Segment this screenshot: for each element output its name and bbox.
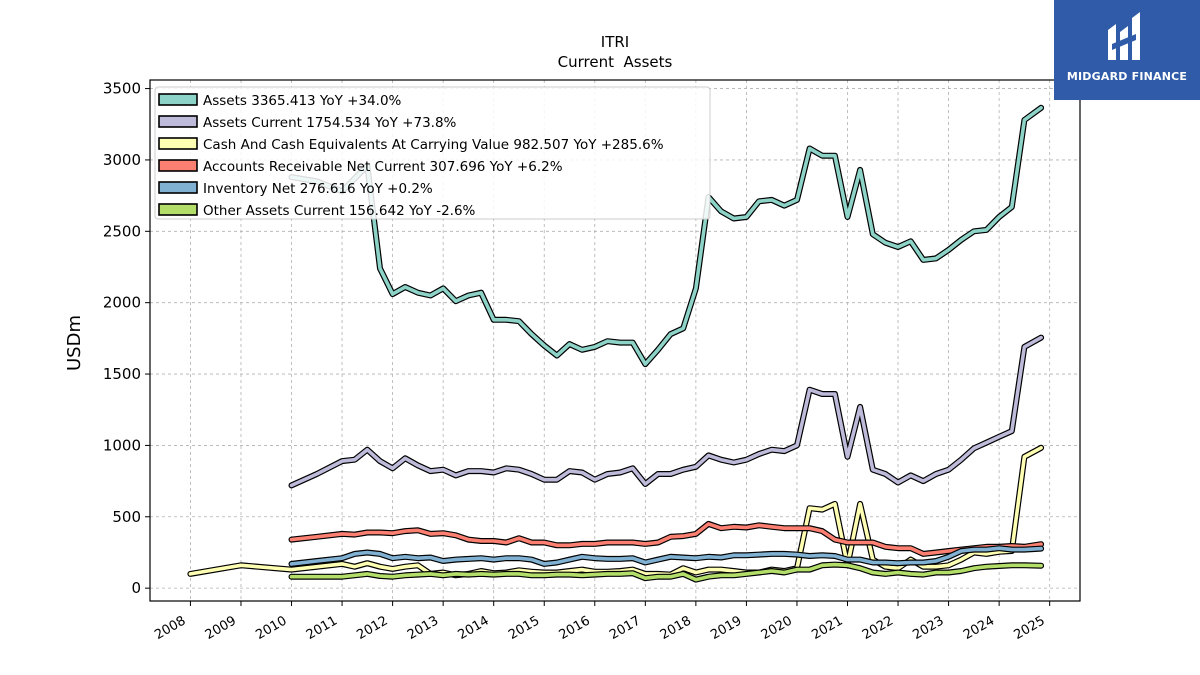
legend-label: Accounts Receivable Net Current 307.696 … [203,159,563,175]
series-assets-current [288,334,1045,489]
y-tick-label: 3500 [103,80,141,98]
series-assets [288,104,1045,368]
logo-brand-text: MIDGARD FINANCE [1066,70,1188,83]
series-line [289,335,1043,488]
y-tick-label: 2000 [103,294,141,312]
legend-swatch [158,203,198,216]
legend-label: Other Assets Current 156.642 YoY -2.6% [203,203,476,219]
legend-box [154,86,711,220]
legend-label: Assets Current 1754.534 YoY +73.8% [203,115,457,131]
y-tick-label: 1500 [103,365,141,383]
series-accounts-receivable-net-current [288,520,1045,557]
series-line [289,546,1043,566]
y-axis-label: USDm [64,315,85,371]
y-tick-label: 1000 [103,436,141,454]
midgard-logo-icon [1108,12,1140,60]
legend-swatch [158,159,198,172]
y-tick-label: 2500 [103,222,141,240]
series-line [289,562,1043,582]
chart-title: ITRI [601,33,629,51]
series-layer [187,104,1045,583]
y-axis: 0 500 1000 1500 2000 2500 3000 3500 [103,80,150,597]
y-tick-label: 0 [131,579,141,597]
legend-label: Cash And Cash Equivalents At Carrying Va… [203,137,664,153]
legend-label: Inventory Net 276.616 YoY +0.2% [203,181,433,197]
legend: Assets 3365.413 YoY +34.0% Assets Current… [154,86,711,220]
legend-swatch [158,181,198,194]
midgard-finance-logo: MIDGARD FINANCE [1054,0,1200,100]
legend-entry: Accounts Receivable Net Current 307.696 … [158,159,563,175]
legend-swatch [158,93,198,106]
y-tick-label: 3000 [103,151,141,169]
legend-entry: Cash And Cash Equivalents At Carrying Va… [158,137,664,153]
legend-swatch [158,115,198,128]
series-line [289,106,1043,366]
legend-entry: Assets 3365.413 YoY +34.0% [158,93,402,109]
series-inventory-net [288,545,1045,567]
legend-swatch [158,137,198,150]
series-other-assets-current [288,561,1045,583]
y-tick-label: 500 [112,508,141,526]
series-line [289,522,1043,556]
chart-subtitle: Current Assets [558,53,673,71]
legend-entry: Inventory Net 276.616 YoY +0.2% [158,181,433,197]
legend-entry: Assets Current 1754.534 YoY +73.8% [158,115,457,131]
legend-label: Assets 3365.413 YoY +34.0% [203,93,402,109]
legend-entry: Other Assets Current 156.642 YoY -2.6% [158,203,476,219]
plot-frame [149,79,1081,602]
